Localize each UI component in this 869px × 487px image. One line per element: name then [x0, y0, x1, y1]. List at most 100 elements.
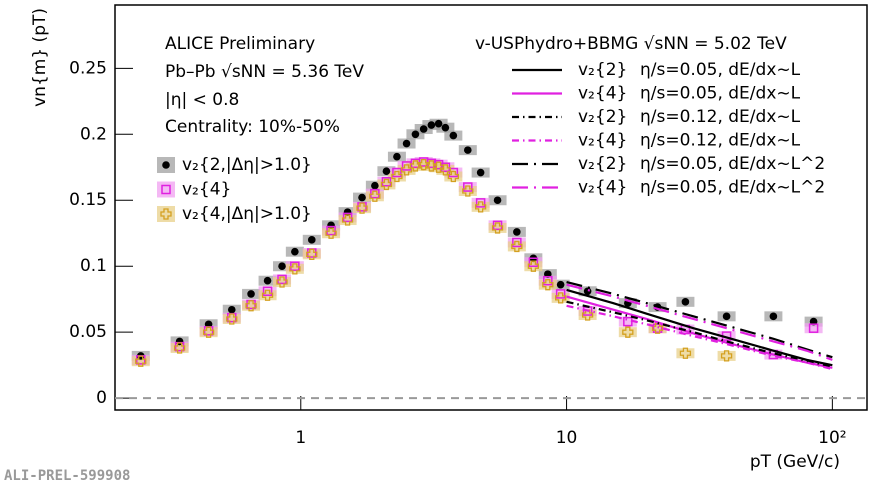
x-tick-label: 10	[556, 428, 578, 448]
data-point	[402, 139, 411, 148]
data-point	[769, 312, 778, 321]
data-point	[583, 287, 592, 296]
systematic-box	[648, 323, 667, 334]
systematic-box	[676, 348, 695, 359]
data-point	[371, 181, 379, 190]
y-tick-label: 0.05	[69, 322, 107, 342]
model-curve	[566, 288, 833, 367]
data-point	[425, 160, 438, 172]
data-point	[419, 125, 428, 133]
systematic-box	[618, 316, 637, 327]
data-point	[341, 214, 354, 226]
data-point	[261, 289, 274, 301]
data-point	[160, 208, 172, 220]
data-point	[681, 298, 690, 306]
systematic-box	[338, 215, 357, 226]
data-point	[278, 262, 286, 271]
data-point	[400, 164, 413, 176]
systematic-box	[222, 313, 241, 324]
data-point	[276, 276, 288, 288]
data-point	[679, 347, 692, 359]
data-point	[325, 227, 337, 239]
y-tick-label: 0.2	[80, 124, 107, 144]
systematic-box	[322, 228, 341, 239]
systematic-box	[377, 179, 396, 190]
systematic-box	[717, 350, 736, 361]
data-point	[245, 300, 257, 312]
data-point	[463, 182, 473, 192]
legend-label: v₂{2,|Δη|>1.0}	[182, 155, 312, 175]
data-point	[493, 196, 502, 205]
data-point	[247, 290, 255, 298]
data-point	[439, 164, 452, 176]
legend-label: v₂{4}	[182, 180, 231, 200]
legend-label: η/s=0.05, dE/dx~L	[640, 60, 801, 80]
data-point	[226, 313, 238, 325]
y-axis-label: vn{m} (pT)	[30, 8, 50, 107]
data-point	[427, 121, 436, 129]
legend-label: η/s=0.12, dE/dx~L	[640, 131, 801, 151]
y-tick-label: 0.15	[69, 190, 107, 210]
data-point	[135, 355, 147, 367]
data-point	[262, 286, 273, 297]
data-point	[263, 276, 272, 285]
data-point	[382, 167, 391, 176]
systematic-box	[353, 203, 372, 214]
model-curve	[566, 304, 833, 371]
y-tick-label: 0.1	[80, 256, 107, 276]
plot-frame	[114, 4, 868, 411]
y-tick-label: 0.25	[69, 58, 107, 78]
data-point	[358, 193, 366, 202]
y-tick-label: 0	[96, 388, 107, 408]
x-tick-label: 10²	[818, 428, 846, 448]
legend-label: v₂{4}	[578, 131, 627, 151]
annotation: Centrality: 10%-50%	[165, 117, 340, 137]
systematic-box	[242, 300, 261, 311]
data-point	[491, 222, 504, 234]
data-point	[449, 131, 458, 140]
model-curve	[566, 280, 833, 359]
annotation: ALICE Preliminary	[165, 34, 315, 54]
data-point	[554, 292, 567, 304]
data-point	[462, 185, 474, 197]
data-point	[527, 260, 540, 272]
annotation: Pb–Pb √sNN = 5.36 TeV	[165, 62, 364, 82]
legend-label: v₂{2}	[578, 60, 627, 80]
model-curve	[566, 295, 833, 369]
data-point	[542, 279, 554, 291]
data-point	[434, 119, 443, 128]
data-point	[391, 170, 403, 183]
data-point	[369, 190, 381, 202]
systematic-box	[618, 327, 637, 338]
data-point	[173, 342, 186, 354]
data-point	[581, 309, 594, 321]
data-point	[474, 201, 487, 213]
data-point	[475, 198, 486, 208]
data-point	[175, 337, 184, 346]
data-point	[380, 178, 393, 191]
data-point	[543, 275, 553, 286]
data-point	[393, 152, 401, 161]
legend-box	[157, 206, 175, 222]
systematic-box	[131, 356, 150, 367]
data-point	[513, 228, 521, 236]
data-point	[291, 247, 299, 256]
model-curve	[566, 300, 833, 368]
legend-label: v₂{4}	[578, 178, 627, 198]
legend-box	[157, 181, 175, 198]
x-axis-label: pT (GeV/c)	[750, 452, 840, 472]
data-point	[512, 237, 522, 248]
legend-label: η/s=0.05, dE/dx~L^2	[640, 178, 825, 198]
data-point	[409, 160, 422, 172]
systematic-box	[436, 164, 455, 175]
systematic-box	[170, 342, 189, 353]
data-point	[555, 289, 566, 299]
data-point	[528, 257, 539, 267]
systematic-box	[365, 191, 384, 202]
data-point	[511, 240, 523, 253]
systematic-box	[273, 277, 292, 288]
data-point	[476, 168, 485, 177]
x-tick-label: 1	[295, 428, 306, 448]
model-curve	[566, 283, 833, 361]
